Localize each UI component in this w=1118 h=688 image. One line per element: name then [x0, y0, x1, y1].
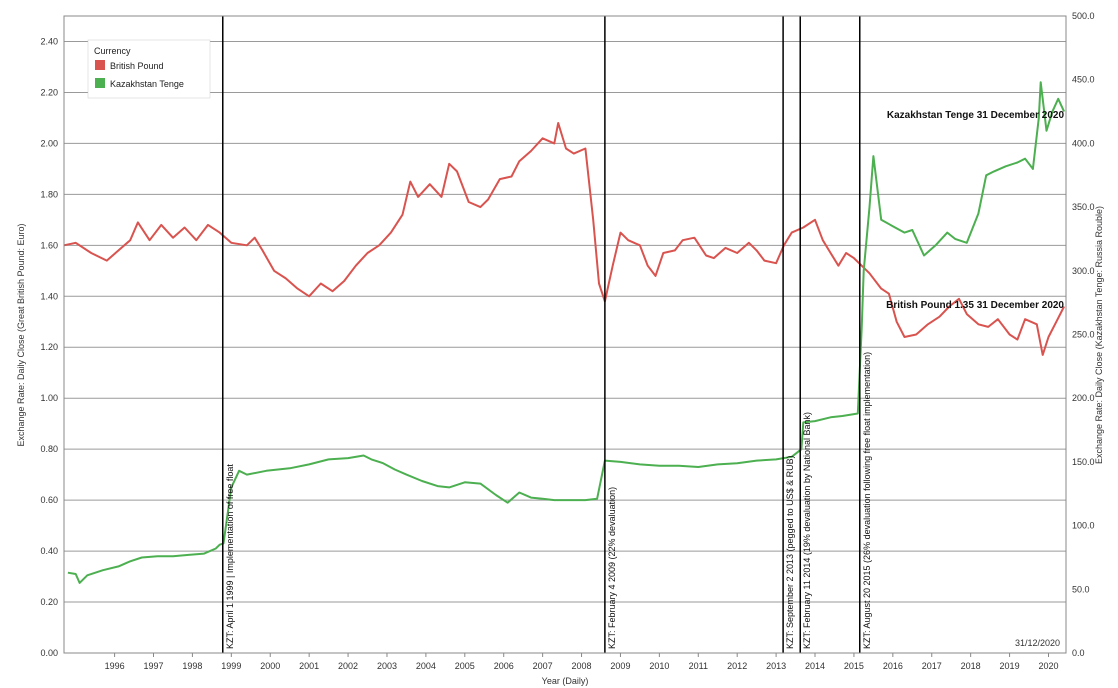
x-tick-label: 2019	[1000, 661, 1020, 671]
plot-frame	[63, 15, 1067, 654]
gridlines	[64, 40, 1066, 654]
legend-swatch-british-pound	[95, 60, 105, 70]
y-right-tick-label: 200.0	[1072, 393, 1095, 403]
y-right-tick-label: 350.0	[1072, 202, 1095, 212]
y-right-tick-label: 450.0	[1072, 75, 1095, 85]
x-tick-label: 2018	[961, 661, 981, 671]
x-tick-label: 2014	[805, 661, 825, 671]
y-right-tick-label: 250.0	[1072, 330, 1095, 340]
x-tick-label: 2006	[494, 661, 514, 671]
y-right-tick-label: 50.0	[1072, 584, 1090, 594]
x-tick-label: 1999	[221, 661, 241, 671]
vertical-marker-label: KZT: August 20 2015 (26% devaluation fol…	[862, 352, 872, 649]
y-right-tick-label: 300.0	[1072, 266, 1095, 276]
legend-title: Currency	[94, 46, 131, 56]
y-left-tick-label: 1.60	[40, 240, 58, 250]
legend-label-british-pound: British Pound	[110, 61, 164, 71]
x-axis-ticks: 1996 1997 1998 1999 2000 2001 2002 2003 2004 2005…	[105, 653, 1059, 671]
y-left-tick-label: 2.20	[40, 87, 58, 97]
x-tick-label: 2007	[533, 661, 553, 671]
x-tick-label: 2012	[727, 661, 747, 671]
x-tick-label: 2009	[610, 661, 630, 671]
y-left-tick-label: 0.20	[40, 597, 58, 607]
y-left-tick-label: 1.20	[40, 342, 58, 352]
y-left-tick-label: 0.40	[40, 546, 58, 556]
x-tick-label: 2011	[689, 661, 708, 671]
vertical-marker-label: KZT: February 4 2009 (22% devaluation)	[607, 487, 617, 649]
x-tick-label: 2002	[338, 661, 358, 671]
date-stamp: 31/12/2020	[1015, 638, 1060, 648]
end-label-british-pound: British Pound 1.35 31 December 2020	[886, 300, 1064, 311]
left-axis-title: Exchange Rate: Daily Close (Great Britis…	[16, 223, 26, 446]
y-right-tick-label: 150.0	[1072, 457, 1095, 467]
x-tick-label: 2016	[883, 661, 903, 671]
x-tick-label: 2015	[844, 661, 864, 671]
y-left-tick-label: 1.80	[40, 189, 58, 199]
x-tick-label: 2013	[766, 661, 786, 671]
y-left-tick-label: 2.00	[40, 138, 58, 148]
x-tick-label: 2005	[455, 661, 475, 671]
y-left-tick-label: 1.00	[40, 393, 58, 403]
vertical-marker-label: KZT: February 11 2014 (19% devaluation b…	[802, 412, 812, 649]
y-right-tick-label: 100.0	[1072, 521, 1095, 531]
x-tick-label: 2003	[377, 661, 397, 671]
x-tick-label: 2001	[299, 661, 319, 671]
right-axis-title: Exchange Rate: Daily Close (Kazakhstan T…	[1094, 206, 1104, 464]
left-axis-ticks: 0.00 0.20 0.40 0.60 0.80 1.00 1.20 1.40 1.60 1.80…	[40, 36, 58, 658]
x-tick-label: 2008	[572, 661, 592, 671]
x-tick-label: 1998	[182, 661, 202, 671]
right-axis-ticks: 0.0 50.0 100.0 150.0 200.0 250.0 300.0 350.0 400…	[1072, 11, 1095, 658]
y-left-tick-label: 0.60	[40, 495, 58, 505]
legend-box	[87, 39, 211, 99]
legend: Currency British Pound Kazakhstan Tenge	[87, 39, 211, 99]
legend-label-kazakhstan-tenge: Kazakhstan Tenge	[110, 79, 184, 89]
series-line-british-pound	[63, 122, 1065, 356]
x-tick-label: 2010	[649, 661, 669, 671]
x-tick-label: 1996	[105, 661, 125, 671]
vertical-markers: KZT: April 1 1999 | Implementation of fr…	[222, 16, 872, 653]
y-left-tick-label: 0.00	[40, 648, 58, 658]
y-left-tick-label: 0.80	[40, 444, 58, 454]
y-right-tick-label: 0.0	[1072, 648, 1085, 658]
x-tick-label: 2020	[1038, 661, 1058, 671]
x-tick-label: 2004	[416, 661, 436, 671]
x-axis-title: Year (Daily)	[542, 676, 589, 686]
vertical-marker-label: KZT: September 2 2013 (pegged to US$ & R…	[785, 455, 795, 649]
legend-swatch-kazakhstan-tenge	[95, 78, 105, 88]
y-left-tick-label: 1.40	[40, 291, 58, 301]
end-label-kazakhstan-tenge: Kazakhstan Tenge 31 December 2020	[887, 110, 1065, 121]
vertical-marker-label: KZT: April 1 1999 | Implementation of fr…	[225, 464, 235, 649]
y-right-tick-label: 400.0	[1072, 138, 1095, 148]
y-right-tick-label: 500.0	[1072, 11, 1095, 21]
x-tick-label: 1997	[143, 661, 163, 671]
x-tick-label: 2000	[260, 661, 280, 671]
x-tick-label: 2017	[922, 661, 942, 671]
y-left-tick-label: 2.40	[40, 36, 58, 46]
